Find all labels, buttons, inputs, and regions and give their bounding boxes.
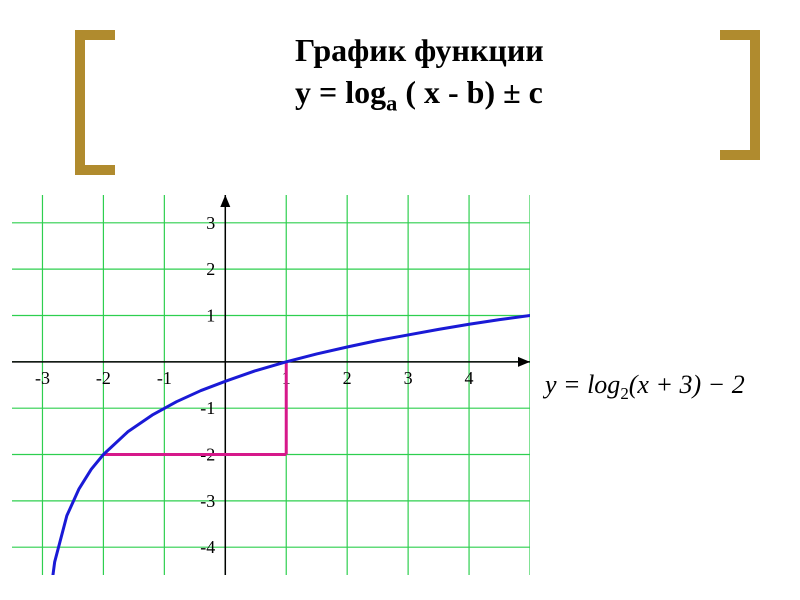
page-title: График функции y = loga ( x - b) ± c	[295, 30, 544, 117]
bracket-right-icon	[720, 30, 760, 160]
formula-label: y = log2(x + 3) − 2	[545, 370, 745, 404]
log-chart: -3-2-11234-4-3-2-1123	[12, 195, 530, 575]
svg-text:-4: -4	[200, 537, 215, 557]
svg-text:-1: -1	[157, 368, 172, 388]
svg-text:2: 2	[343, 368, 352, 388]
formula-sub: 2	[620, 384, 628, 403]
svg-text:1: 1	[206, 305, 215, 325]
bracket-left-icon	[75, 30, 115, 175]
svg-text:2: 2	[206, 259, 215, 279]
svg-text:4: 4	[465, 368, 474, 388]
title-line1: График функции	[295, 32, 544, 68]
title-line2-sub: a	[386, 90, 397, 115]
svg-text:-3: -3	[200, 491, 215, 511]
title-line2-prefix: y = log	[295, 74, 386, 110]
title-line2-suffix: ( x - b) ± c	[397, 74, 543, 110]
chart-container: -3-2-11234-4-3-2-1123	[12, 195, 530, 580]
svg-text:-1: -1	[200, 398, 215, 418]
svg-text:-2: -2	[96, 368, 111, 388]
title-area: График функции y = loga ( x - b) ± c	[75, 20, 760, 140]
formula-prefix: y = log	[545, 370, 620, 399]
svg-text:-3: -3	[35, 368, 50, 388]
formula-arg: (x + 3) − 2	[629, 370, 745, 399]
svg-text:3: 3	[206, 213, 215, 233]
svg-text:3: 3	[404, 368, 413, 388]
